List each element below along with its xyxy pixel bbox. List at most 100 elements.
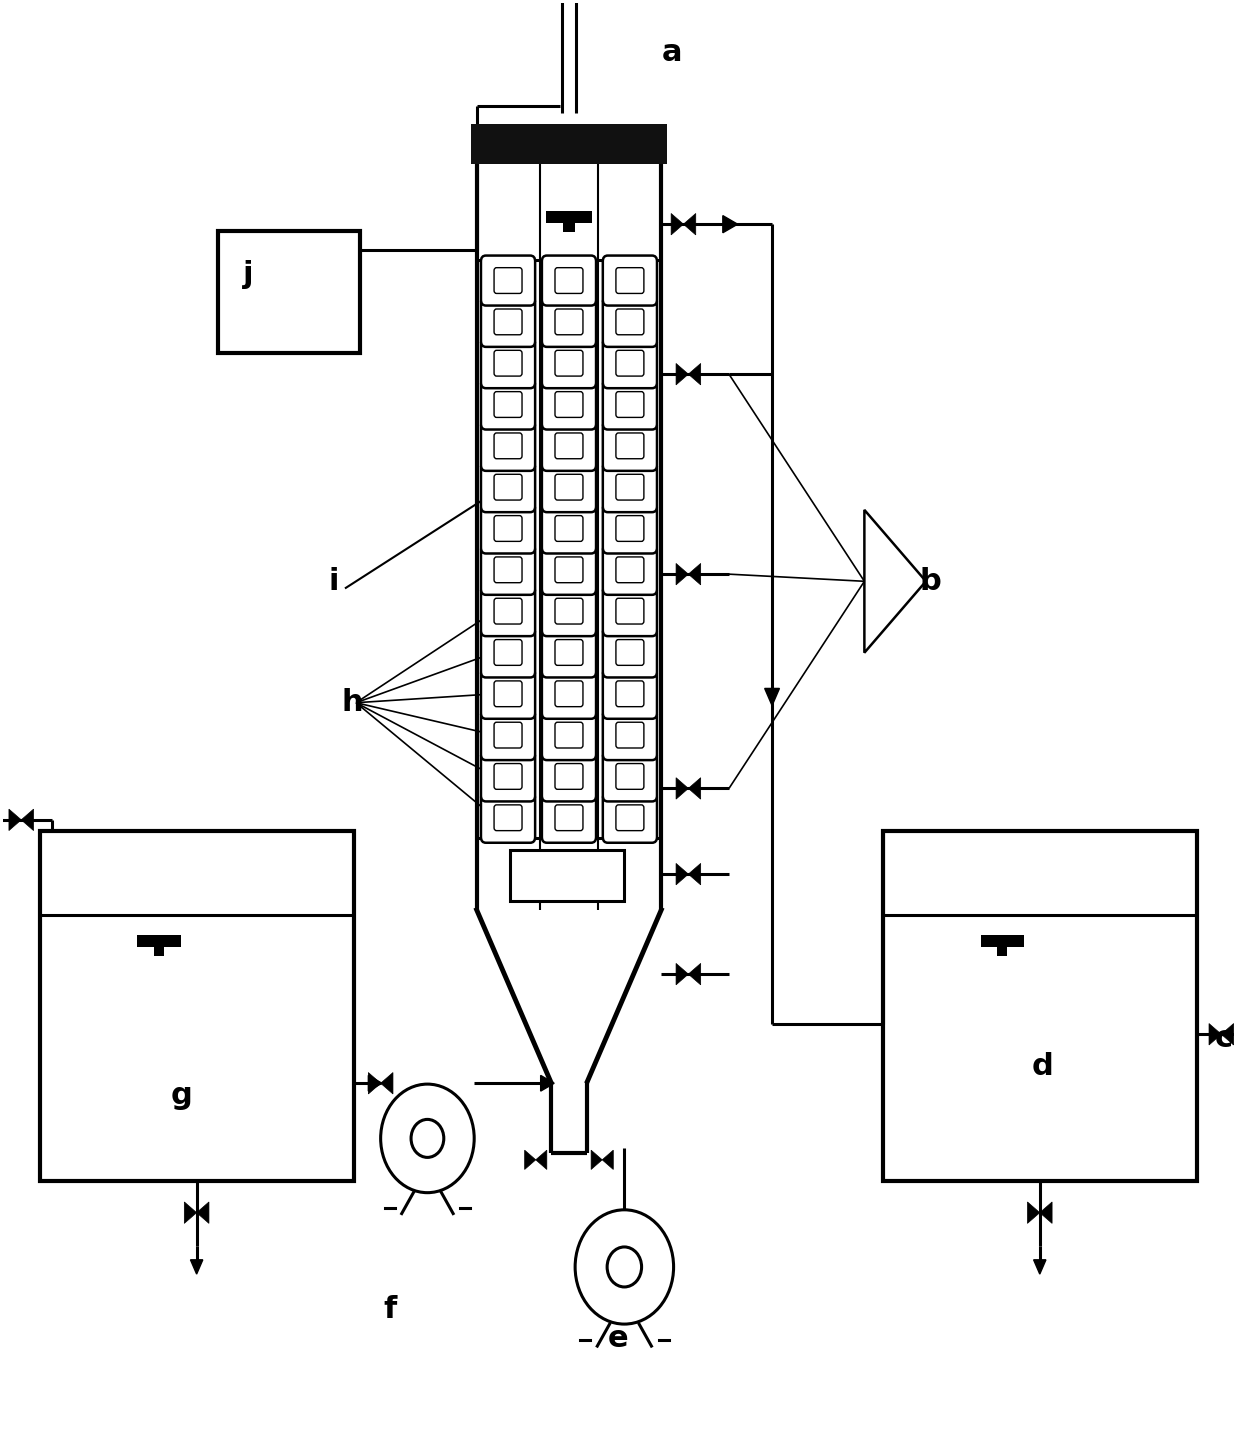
Polygon shape	[1034, 1260, 1045, 1273]
FancyBboxPatch shape	[494, 516, 522, 542]
Bar	[563, 222, 575, 232]
FancyBboxPatch shape	[603, 545, 657, 595]
FancyBboxPatch shape	[542, 338, 596, 389]
Polygon shape	[591, 1150, 603, 1170]
FancyBboxPatch shape	[494, 350, 522, 376]
Polygon shape	[1040, 1202, 1052, 1223]
Polygon shape	[676, 863, 688, 885]
Text: d: d	[1032, 1053, 1054, 1081]
Text: i: i	[329, 566, 340, 595]
FancyBboxPatch shape	[494, 763, 522, 789]
FancyBboxPatch shape	[603, 793, 657, 843]
FancyBboxPatch shape	[542, 793, 596, 843]
FancyBboxPatch shape	[481, 628, 536, 677]
FancyBboxPatch shape	[556, 516, 583, 542]
Polygon shape	[676, 363, 688, 384]
FancyBboxPatch shape	[481, 380, 536, 430]
FancyBboxPatch shape	[542, 545, 596, 595]
FancyBboxPatch shape	[616, 308, 644, 334]
Polygon shape	[683, 214, 696, 235]
FancyBboxPatch shape	[603, 420, 657, 470]
Polygon shape	[185, 1202, 197, 1223]
Polygon shape	[676, 564, 688, 585]
FancyBboxPatch shape	[603, 668, 657, 718]
FancyBboxPatch shape	[603, 380, 657, 430]
FancyBboxPatch shape	[603, 628, 657, 677]
Bar	[218, 231, 360, 353]
Text: e: e	[608, 1324, 629, 1352]
Polygon shape	[197, 1202, 210, 1223]
Bar	[997, 946, 1007, 956]
FancyBboxPatch shape	[494, 433, 522, 459]
Polygon shape	[541, 1076, 554, 1091]
FancyBboxPatch shape	[494, 308, 522, 334]
Polygon shape	[676, 777, 688, 799]
Text: b: b	[920, 566, 941, 595]
FancyBboxPatch shape	[556, 391, 583, 417]
Polygon shape	[676, 964, 688, 985]
FancyBboxPatch shape	[481, 297, 536, 347]
FancyBboxPatch shape	[616, 433, 644, 459]
FancyBboxPatch shape	[494, 681, 522, 707]
Polygon shape	[1221, 1024, 1234, 1045]
Text: h: h	[341, 688, 363, 717]
Polygon shape	[688, 777, 701, 799]
FancyBboxPatch shape	[542, 255, 596, 305]
FancyBboxPatch shape	[542, 503, 596, 554]
FancyBboxPatch shape	[616, 640, 644, 665]
FancyBboxPatch shape	[542, 668, 596, 718]
FancyBboxPatch shape	[616, 556, 644, 582]
FancyBboxPatch shape	[616, 516, 644, 542]
Polygon shape	[381, 1073, 393, 1094]
FancyBboxPatch shape	[542, 380, 596, 430]
FancyBboxPatch shape	[542, 587, 596, 637]
FancyBboxPatch shape	[603, 338, 657, 389]
FancyBboxPatch shape	[603, 462, 657, 512]
FancyBboxPatch shape	[481, 587, 536, 637]
FancyBboxPatch shape	[603, 710, 657, 760]
Polygon shape	[9, 809, 21, 830]
Polygon shape	[368, 1073, 381, 1094]
Text: g: g	[170, 1081, 192, 1110]
FancyBboxPatch shape	[556, 308, 583, 334]
FancyBboxPatch shape	[542, 420, 596, 470]
Bar	[883, 832, 1197, 1182]
FancyBboxPatch shape	[542, 297, 596, 347]
FancyBboxPatch shape	[616, 475, 644, 500]
Polygon shape	[765, 688, 780, 706]
Polygon shape	[368, 1076, 382, 1091]
Bar	[470, 125, 667, 163]
Polygon shape	[525, 1150, 536, 1170]
FancyBboxPatch shape	[481, 751, 536, 802]
FancyBboxPatch shape	[481, 503, 536, 554]
FancyBboxPatch shape	[616, 391, 644, 417]
FancyBboxPatch shape	[616, 763, 644, 789]
Bar	[546, 211, 593, 222]
Polygon shape	[688, 863, 701, 885]
Text: c: c	[1215, 1024, 1233, 1053]
FancyBboxPatch shape	[556, 268, 583, 294]
FancyBboxPatch shape	[481, 545, 536, 595]
Polygon shape	[688, 564, 701, 585]
FancyBboxPatch shape	[556, 763, 583, 789]
FancyBboxPatch shape	[481, 793, 536, 843]
Bar	[510, 850, 625, 902]
Bar	[40, 832, 353, 1182]
FancyBboxPatch shape	[556, 433, 583, 459]
FancyBboxPatch shape	[603, 751, 657, 802]
FancyBboxPatch shape	[481, 668, 536, 718]
FancyBboxPatch shape	[481, 338, 536, 389]
FancyBboxPatch shape	[556, 556, 583, 582]
FancyBboxPatch shape	[481, 710, 536, 760]
FancyBboxPatch shape	[556, 475, 583, 500]
Polygon shape	[191, 1260, 203, 1273]
Polygon shape	[603, 1150, 614, 1170]
Polygon shape	[688, 363, 701, 384]
FancyBboxPatch shape	[556, 723, 583, 749]
FancyBboxPatch shape	[616, 804, 644, 830]
FancyBboxPatch shape	[494, 391, 522, 417]
FancyBboxPatch shape	[603, 503, 657, 554]
FancyBboxPatch shape	[494, 640, 522, 665]
Bar	[138, 935, 181, 946]
FancyBboxPatch shape	[616, 268, 644, 294]
